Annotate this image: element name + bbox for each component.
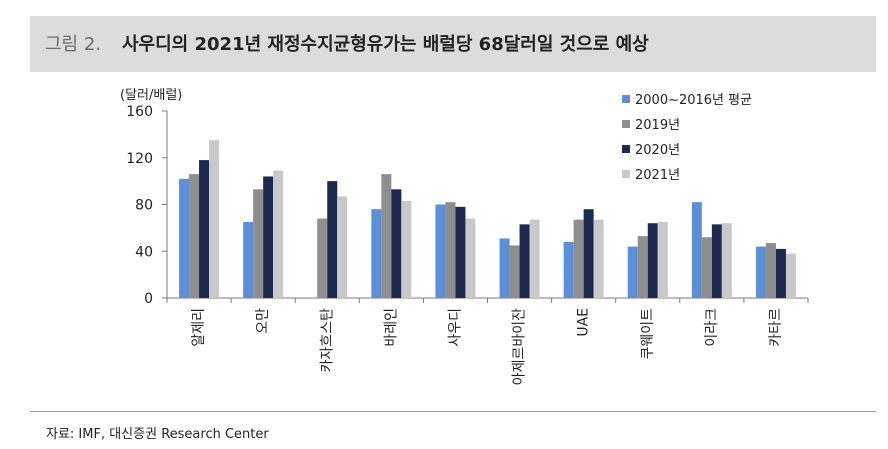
bar (691, 202, 702, 298)
bar (637, 236, 648, 298)
bar (199, 160, 210, 298)
x-tick-label: 바레인 (383, 308, 399, 347)
bar (381, 174, 392, 298)
bar (371, 209, 382, 298)
x-tick-label: 쿠웨이트 (640, 308, 656, 360)
figure-number: 그림 2. (45, 34, 102, 55)
bar (317, 218, 328, 298)
y-unit-label: (달러/배럴) (120, 88, 182, 103)
x-tick-label: 사우디 (447, 308, 463, 347)
x-tick-label: UAE (576, 308, 592, 337)
y-tick-label: 120 (126, 151, 153, 167)
x-tick-label: 카타르 (768, 308, 784, 347)
legend-swatch (622, 120, 630, 128)
legend-label: 2021년 (635, 168, 680, 183)
legend-swatch (622, 170, 630, 178)
legend-swatch (622, 145, 630, 153)
x-tick-label: 아제르바이잔 (512, 308, 528, 385)
x-tick-label: 카자흐스탄 (319, 308, 335, 373)
bar (701, 237, 712, 298)
bar (253, 189, 264, 298)
bar (391, 189, 402, 298)
y-tick-label: 40 (135, 244, 153, 260)
legend-label: 2020년 (635, 143, 680, 158)
bar (721, 223, 732, 298)
bar (263, 176, 274, 298)
legend-label: 2000~2016년 평균 (635, 93, 752, 108)
bar (627, 246, 638, 298)
bar (401, 200, 412, 298)
legend-swatch (622, 95, 630, 103)
y-tick-label: 160 (126, 104, 153, 120)
bar (647, 223, 658, 298)
x-tick-label: 알제리 (191, 308, 207, 347)
bar (499, 238, 510, 298)
bar (465, 218, 476, 298)
bar (455, 206, 466, 298)
bar (273, 170, 284, 298)
legend-label: 2019년 (635, 118, 680, 133)
bar (563, 241, 574, 298)
bar (529, 219, 540, 298)
bar (593, 219, 604, 298)
bar (243, 222, 254, 298)
bar (785, 253, 796, 298)
figure-header: 그림 2. 사우디의 2021년 재정수지균형유가는 배럴당 68달러일 것으로… (30, 16, 876, 72)
bar (179, 178, 190, 298)
bar (573, 219, 584, 298)
bar (657, 222, 668, 298)
bar (209, 140, 220, 298)
y-tick-label: 0 (144, 291, 153, 307)
source-divider (30, 411, 876, 412)
bar (189, 174, 200, 298)
bar (435, 204, 446, 298)
figure-title: 사우디의 2021년 재정수지균형유가는 배럴당 68달러일 것으로 예상 (122, 34, 649, 55)
source-note: 자료: IMF, 대신증권 Research Center (46, 427, 269, 442)
bar (765, 243, 776, 298)
bar (519, 224, 530, 298)
bar (775, 248, 786, 298)
bar (509, 245, 520, 298)
x-tick-label: 오만 (255, 308, 271, 334)
bar (445, 202, 456, 298)
x-tick-label: 이라크 (704, 308, 720, 347)
bar (583, 209, 594, 298)
bar (755, 246, 766, 298)
y-tick-label: 80 (135, 198, 153, 214)
bar (337, 196, 348, 298)
bar (327, 181, 338, 298)
bar (711, 224, 722, 298)
